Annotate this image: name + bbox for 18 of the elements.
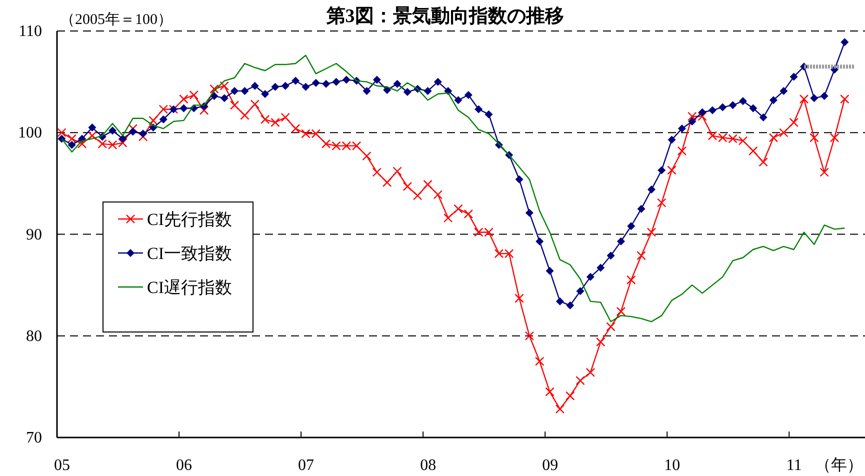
x-tick-label: 10 (664, 457, 680, 474)
x-tick-label: 09 (542, 457, 558, 474)
x-tick-label: 07 (298, 457, 314, 474)
legend-label: CI一致指数 (147, 244, 232, 263)
x-tick-label: 05 (54, 457, 70, 474)
text: （2005年＝100） (60, 11, 172, 28)
x-tick-label: 11 (786, 457, 802, 474)
x-tick-label: 06 (176, 457, 192, 474)
legend-label: CI遅行指数 (147, 278, 232, 297)
y-tick-label: 100 (18, 124, 42, 142)
x-tick-label: 08 (420, 457, 436, 474)
y-tick-label: 90 (26, 226, 42, 244)
y-tick-label: 80 (26, 328, 42, 345)
y-tick-label: 110 (18, 23, 42, 40)
chart-title: 第3図：景気動向指数の推移 (325, 6, 564, 27)
x-axis-title: （年） (815, 457, 863, 474)
y-tick-label: 70 (26, 430, 42, 446)
legend-label: CI先行指数 (147, 210, 232, 229)
